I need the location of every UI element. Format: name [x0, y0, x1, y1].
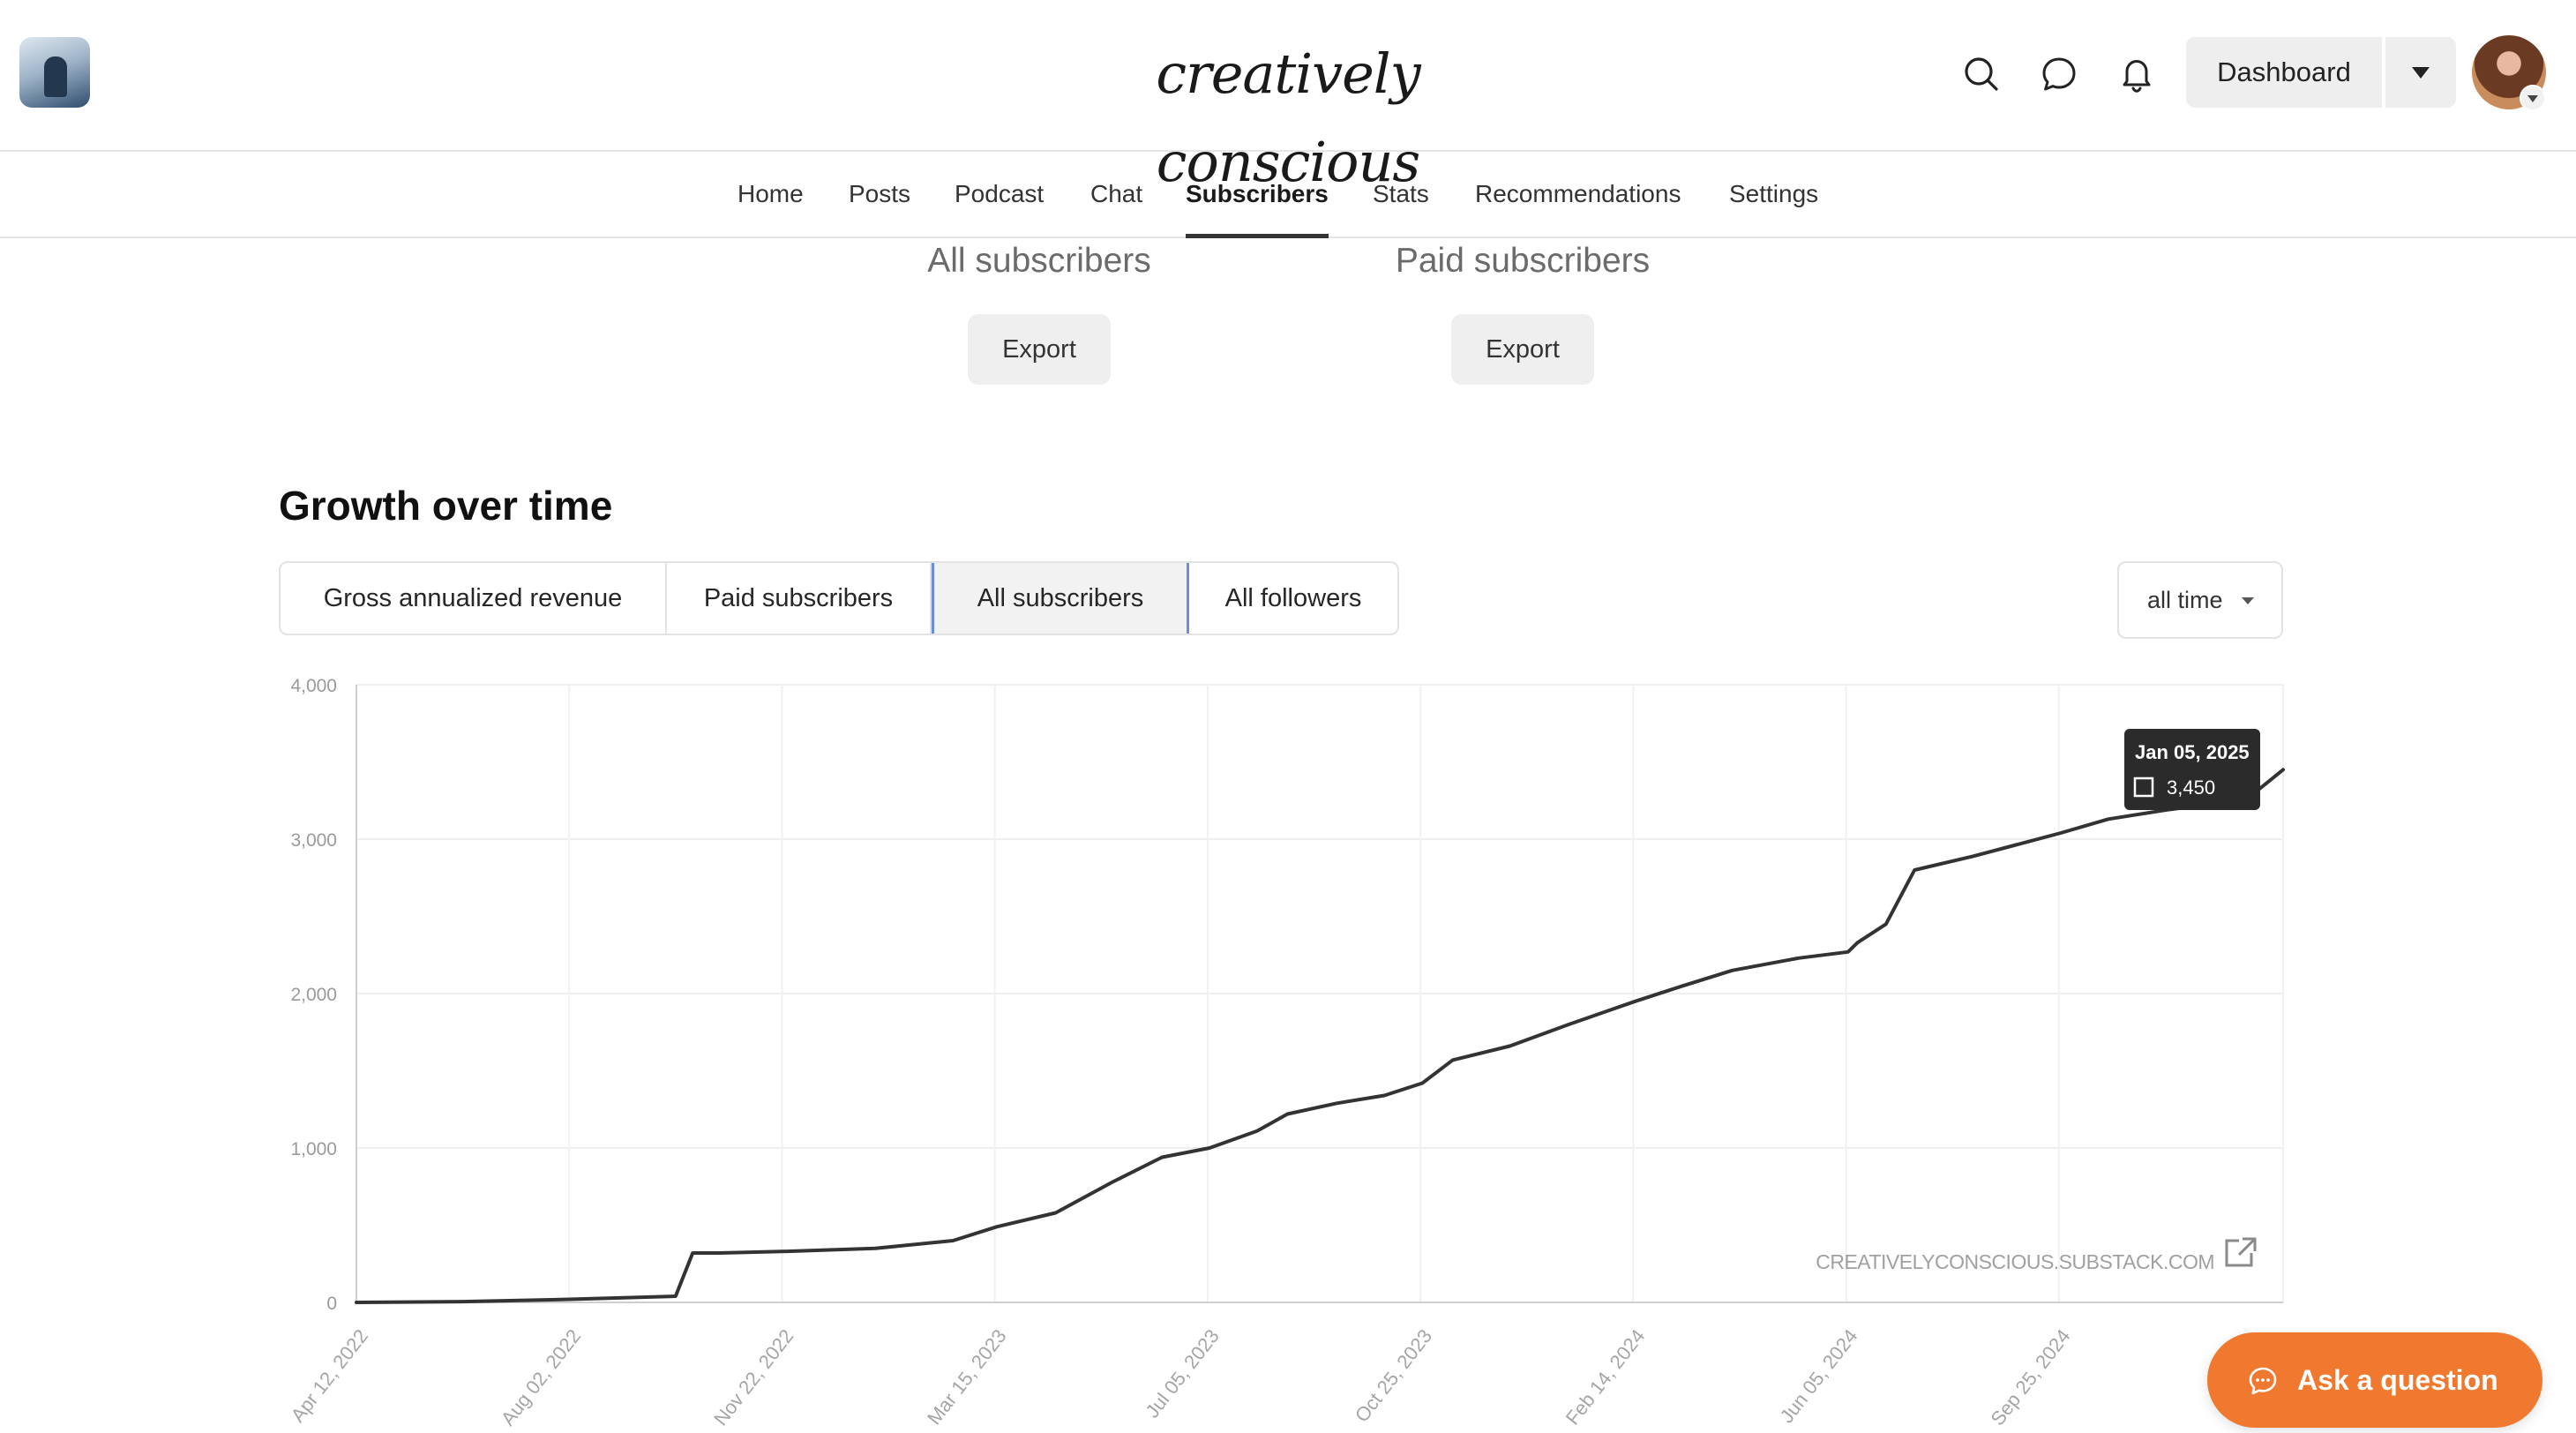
tab-all-subscribers[interactable]: All subscribers — [932, 563, 1189, 634]
chart-watermark: CREATIVELYCONSCIOUS.SUBSTACK.COM — [1816, 1250, 2214, 1273]
y-tick-label: 0 — [326, 1294, 337, 1314]
ask-question-label: Ask a question — [2297, 1364, 2498, 1396]
brand-wordmark[interactable]: creatively conscious — [1156, 41, 1420, 194]
y-tick-label: 2,000 — [290, 985, 337, 1005]
x-tick-label: Sep 25, 2024 — [1986, 1325, 2074, 1430]
top-header: creatively conscious Dashboard — [0, 0, 2576, 194]
y-tick-label: 4,000 — [290, 676, 337, 696]
dashboard-menu-button[interactable] — [2385, 37, 2456, 108]
nav-home[interactable]: Home — [738, 180, 804, 207]
tooltip-value: 3,450 — [2167, 777, 2215, 799]
x-tick-label: Jun 05, 2024 — [1776, 1325, 1862, 1428]
caret-down-icon — [2242, 597, 2254, 604]
x-tick-label: Mar 15, 2023 — [923, 1325, 1011, 1429]
x-tick-label: Jul 05, 2023 — [1141, 1325, 1224, 1422]
avatar-menu-caret[interactable] — [2520, 85, 2546, 111]
search-icon[interactable] — [1958, 51, 2004, 97]
dashboard-button[interactable]: Dashboard — [2186, 37, 2382, 108]
x-tick-label: Oct 25, 2023 — [1351, 1325, 1436, 1427]
nav-recommendations[interactable]: Recommendations — [1475, 180, 1681, 207]
chat-bubble-icon[interactable] — [2036, 51, 2082, 97]
all-subscribers-series-line — [355, 768, 2285, 1304]
paid-subscribers-export-title: Paid subscribers — [1395, 242, 1651, 280]
x-tick-label: Apr 12, 2022 — [287, 1325, 372, 1427]
dashboard-nav: Home Posts Podcast Chat Subscribers Stat… — [0, 152, 2576, 238]
y-tick-label: 1,000 — [290, 1139, 337, 1159]
time-range-value: all time — [2147, 587, 2223, 613]
tooltip-series-swatch — [2133, 777, 2154, 798]
tooltip-date: Jan 05, 2025 — [2135, 741, 2250, 763]
tab-paid-subscribers[interactable]: Paid subscribers — [667, 563, 932, 634]
chat-dots-icon — [2249, 1367, 2277, 1395]
caret-down-icon — [2412, 67, 2430, 79]
all-subscribers-export-title: All subscribers — [927, 242, 1151, 280]
chart-tooltip — [2124, 729, 2260, 810]
nav-podcast[interactable]: Podcast — [955, 180, 1045, 207]
x-tick-label: Aug 02, 2022 — [497, 1325, 585, 1430]
nav-chat[interactable]: Chat — [1090, 180, 1143, 207]
growth-metric-tabs: Gross annualized revenue Paid subscriber… — [279, 561, 1399, 635]
caret-down-icon — [2527, 95, 2538, 102]
nav-posts[interactable]: Posts — [849, 180, 911, 207]
x-tick-label: Nov 22, 2022 — [709, 1325, 798, 1430]
growth-title: Growth over time — [279, 483, 613, 529]
nav-stats[interactable]: Stats — [1373, 180, 1429, 207]
tab-gross-annualized-revenue[interactable]: Gross annualized revenue — [281, 563, 667, 634]
ask-question-button[interactable]: Ask a question — [2207, 1332, 2542, 1428]
export-all-subscribers-button[interactable]: Export — [968, 314, 1111, 385]
bell-icon[interactable] — [2114, 51, 2160, 97]
nav-subscribers[interactable]: Subscribers — [1186, 152, 1329, 238]
nav-settings[interactable]: Settings — [1729, 180, 1819, 207]
growth-chart[interactable]: 4,000 3,000 2,000 1,000 0 Apr 12, 2022 Aug 02,… — [0, 653, 2576, 1433]
external-link-icon — [2225, 1237, 2257, 1267]
time-range-select[interactable]: all time — [2117, 561, 2283, 639]
y-tick-label: 3,000 — [290, 830, 337, 851]
tab-all-followers[interactable]: All followers — [1224, 584, 1362, 612]
x-tick-label: Feb 14, 2024 — [1561, 1325, 1650, 1429]
publication-logo[interactable] — [19, 37, 90, 108]
export-paid-subscribers-button[interactable]: Export — [1451, 314, 1594, 385]
publication-logo-figure — [44, 56, 67, 97]
